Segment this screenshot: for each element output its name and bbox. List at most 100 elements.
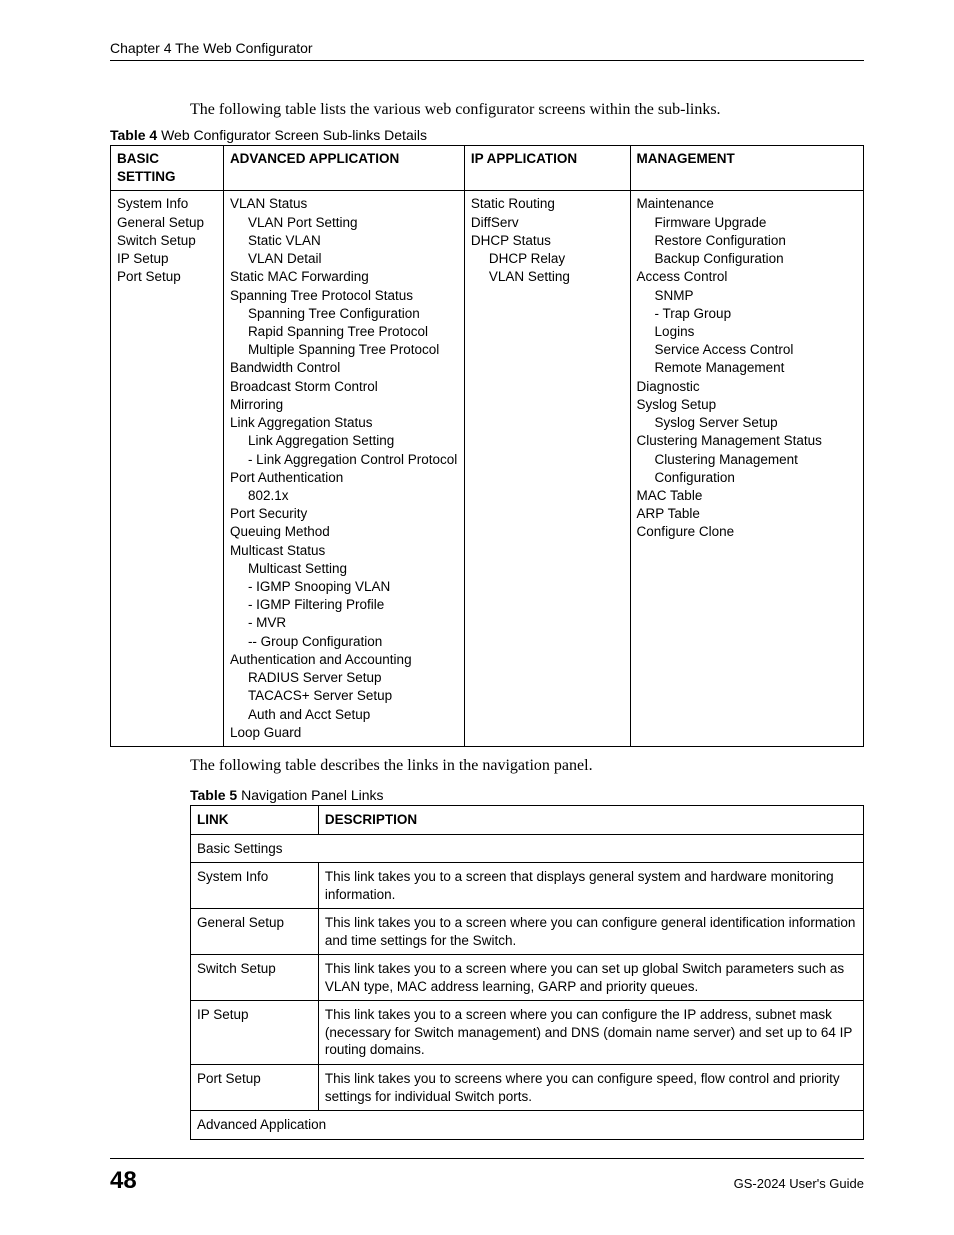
table-4-basic-item: Port Setup <box>117 268 217 286</box>
table-4-advanced-cell: VLAN StatusVLAN Port SettingStatic VLANV… <box>223 191 464 747</box>
table-4-basic-cell: System InfoGeneral SetupSwitch SetupIP S… <box>111 191 224 747</box>
table-4-item: Multicast Status <box>230 542 458 560</box>
table-4-item: Restore Configuration <box>637 232 857 250</box>
table-5-row: System InfoThis link takes you to a scre… <box>191 863 864 909</box>
table-4-caption-rest: Web Configurator Screen Sub-links Detail… <box>157 127 427 143</box>
table-4-item: Multiple Spanning Tree Protocol <box>230 341 458 359</box>
table-5-row: Switch SetupThis link takes you to a scr… <box>191 955 864 1001</box>
table-4-item: Loop Guard <box>230 724 458 742</box>
table-4-item: Static VLAN <box>230 232 458 250</box>
table-4-h3: IP APPLICATION <box>464 146 630 191</box>
table-4-item: Multicast Setting <box>230 560 458 578</box>
table-4-item: Link Aggregation Status <box>230 414 458 432</box>
table-4-item: DiffServ <box>471 214 624 232</box>
table-4-item: Configure Clone <box>637 523 857 541</box>
table-5-desc-cell: This link takes you to a screen where yo… <box>318 1001 863 1065</box>
intro-text-2: The following table describes the links … <box>190 757 864 775</box>
table-4-item: - Link Aggregation Control Protocol <box>230 451 458 469</box>
table-4-wrap: Table 4 Web Configurator Screen Sub-link… <box>110 127 864 747</box>
table-5-link-cell: System Info <box>191 863 319 909</box>
table-4-item: Spanning Tree Protocol Status <box>230 287 458 305</box>
table-4-item: Syslog Setup <box>637 396 857 414</box>
table-4-item: Backup Configuration <box>637 250 857 268</box>
table-5-section-cell: Basic Settings <box>191 834 864 863</box>
document-page: Chapter 4 The Web Configurator The follo… <box>0 0 954 1235</box>
table-4-item: Logins <box>637 323 857 341</box>
table-4-item: Auth and Acct Setup <box>230 706 458 724</box>
table-5-row: IP SetupThis link takes you to a screen … <box>191 1001 864 1065</box>
table-5-header-row: LINK DESCRIPTION <box>191 806 864 835</box>
table-4-header-row: BASIC SETTING ADVANCED APPLICATION IP AP… <box>111 146 864 191</box>
table-4-item: Service Access Control <box>637 341 857 359</box>
table-5-desc-cell: This link takes you to screens where you… <box>318 1065 863 1111</box>
table-4-item: RADIUS Server Setup <box>230 669 458 687</box>
table-4-h1: BASIC SETTING <box>111 146 224 191</box>
table-4-item: Bandwidth Control <box>230 359 458 377</box>
table-5-desc-cell: This link takes you to a screen where yo… <box>318 909 863 955</box>
table-4-item: Rapid Spanning Tree Protocol <box>230 323 458 341</box>
table-4-item: VLAN Detail <box>230 250 458 268</box>
table-4-item: DHCP Relay <box>471 250 624 268</box>
table-4-basic-item: General Setup <box>117 214 217 232</box>
table-4-caption: Table 4 Web Configurator Screen Sub-link… <box>110 127 864 143</box>
table-4-item: - IGMP Snooping VLAN <box>230 578 458 596</box>
table-4-item: Syslog Server Setup <box>637 414 857 432</box>
table-4-ip-cell: Static RoutingDiffServDHCP StatusDHCP Re… <box>464 191 630 747</box>
table-5-link-cell: Switch Setup <box>191 955 319 1001</box>
table-5-h2: DESCRIPTION <box>318 806 863 835</box>
page-number: 48 <box>110 1167 137 1195</box>
table-5-section-row: Advanced Application <box>191 1111 864 1140</box>
table-5-link-cell: IP Setup <box>191 1001 319 1065</box>
table-4-item: Broadcast Storm Control <box>230 378 458 396</box>
table-4-item: Authentication and Accounting <box>230 651 458 669</box>
table-4-item: Firmware Upgrade <box>637 214 857 232</box>
table-4-item: Queuing Method <box>230 523 458 541</box>
footer-rule <box>110 1158 864 1159</box>
table-5-section-row: Basic Settings <box>191 834 864 863</box>
table-5-row: Port SetupThis link takes you to screens… <box>191 1065 864 1111</box>
table-4: BASIC SETTING ADVANCED APPLICATION IP AP… <box>110 145 864 747</box>
table-4-item: ARP Table <box>637 505 857 523</box>
intro-text-1: The following table lists the various we… <box>190 101 864 119</box>
table-4-item: Link Aggregation Setting <box>230 432 458 450</box>
table-4-item: - IGMP Filtering Profile <box>230 596 458 614</box>
table-4-item: Clustering Management Status <box>637 432 857 450</box>
table-4-item: 802.1x <box>230 487 458 505</box>
table-5: LINK DESCRIPTION Basic SettingsSystem In… <box>190 805 864 1140</box>
table-4-item: TACACS+ Server Setup <box>230 687 458 705</box>
table-4-item: Diagnostic <box>637 378 857 396</box>
table-5-wrap: Table 5 Navigation Panel Links LINK DESC… <box>190 787 864 1140</box>
table-4-basic-item: IP Setup <box>117 250 217 268</box>
table-5-caption-bold: Table 5 <box>190 787 237 803</box>
table-4-item: Remote Management <box>637 359 857 377</box>
table-4-h2: ADVANCED APPLICATION <box>223 146 464 191</box>
guide-name: GS-2024 User's Guide <box>734 1176 864 1191</box>
table-4-item: VLAN Setting <box>471 268 624 286</box>
table-4-item: Access Control <box>637 268 857 286</box>
table-5-h1: LINK <box>191 806 319 835</box>
table-4-item: Clustering Management Configuration <box>637 451 857 487</box>
table-5-row: General SetupThis link takes you to a sc… <box>191 909 864 955</box>
table-4-item: SNMP <box>637 287 857 305</box>
table-4-caption-bold: Table 4 <box>110 127 157 143</box>
table-4-item: Static MAC Forwarding <box>230 268 458 286</box>
table-5-caption-rest: Navigation Panel Links <box>237 787 383 803</box>
table-4-item: Mirroring <box>230 396 458 414</box>
table-5-desc-cell: This link takes you to a screen where yo… <box>318 955 863 1001</box>
table-4-h4: MANAGEMENT <box>630 146 863 191</box>
table-4-basic-item: Switch Setup <box>117 232 217 250</box>
table-5-desc-cell: This link takes you to a screen that dis… <box>318 863 863 909</box>
page-footer: 48 GS-2024 User's Guide <box>110 1158 864 1195</box>
table-4-item: VLAN Port Setting <box>230 214 458 232</box>
table-4-item: MAC Table <box>637 487 857 505</box>
table-4-item: - MVR <box>230 614 458 632</box>
chapter-header: Chapter 4 The Web Configurator <box>110 40 864 56</box>
table-4-item: -- Group Configuration <box>230 633 458 651</box>
table-4-item: Port Authentication <box>230 469 458 487</box>
table-4-item: VLAN Status <box>230 195 458 213</box>
table-4-item: Maintenance <box>637 195 857 213</box>
table-4-item: Spanning Tree Configuration <box>230 305 458 323</box>
table-5-link-cell: Port Setup <box>191 1065 319 1111</box>
header-rule <box>110 60 864 61</box>
table-4-body-row: System InfoGeneral SetupSwitch SetupIP S… <box>111 191 864 747</box>
